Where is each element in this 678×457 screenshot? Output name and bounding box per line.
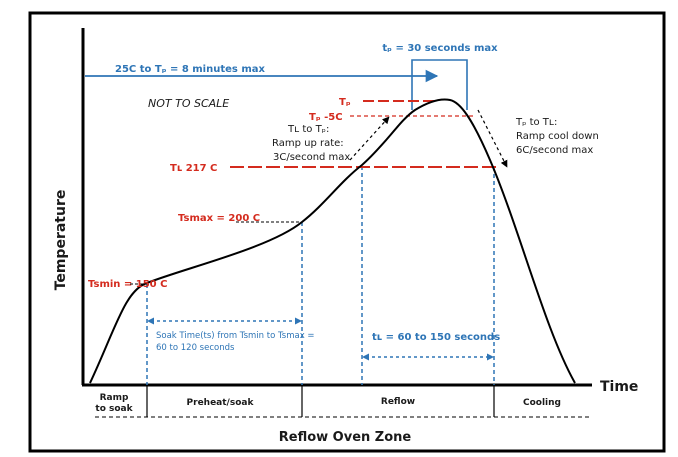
zone-ramp-line1: Ramp [100, 393, 129, 403]
zone-title: Reflow Oven Zone [279, 430, 412, 445]
temperature-profile-curve [89, 98, 576, 384]
x-axis-label: Time [600, 379, 638, 395]
y-axis-label: Temperature [53, 190, 69, 291]
tl-duration-left-arrowhead [362, 353, 369, 361]
ramp-up-arrow [349, 116, 390, 161]
zone-ramp-line2: to soak [95, 404, 133, 414]
cool-note-line3: 6C/second max [516, 145, 593, 156]
zone-preheat: Preheat/soak [187, 398, 255, 408]
soak-time-right-arrowhead [295, 317, 302, 325]
ramp-to-peak-label: 25C to Tₚ = 8 minutes max [115, 64, 266, 75]
tl-label: Tʟ 217 C [170, 163, 217, 174]
ramp-up-note-line1: Tʟ to Tₚ: [287, 124, 329, 135]
zone-cooling: Cooling [523, 398, 561, 408]
tsmax-label: Tsmax = 200 C [178, 213, 260, 224]
ramp-up-note-line2: Ramp up rate: [272, 138, 344, 149]
soak-time-label-line2: 60 to 120 seconds [156, 343, 235, 353]
zone-reflow: Reflow [381, 397, 415, 407]
tl-duration-right-arrowhead [487, 353, 494, 361]
tp-duration-bracket [411, 59, 468, 110]
diagram-frame [28, 11, 666, 453]
soak-time-left-arrowhead [147, 317, 154, 325]
tp-duration-label: tₚ = 30 seconds max [382, 43, 498, 54]
not-to-scale-note: NOT TO SCALE [148, 97, 229, 110]
tl-duration-label: tʟ = 60 to 150 seconds [372, 332, 500, 343]
cool-note-line2: Ramp cool down [516, 131, 599, 142]
cool-note-line1: Tₚ to Tʟ: [515, 117, 557, 128]
ramp-up-note-line3: 3C/second max [273, 152, 350, 163]
soak-time-label-line1: Soak Time(ts) from Tsmin to Tsmax = [156, 331, 315, 341]
tsmin-label: Tsmin = 150 C [88, 279, 167, 290]
ramp-down-arrow [477, 109, 508, 168]
tp-minus-5-label: Tₚ -5C [309, 112, 343, 123]
tp-label: Tₚ [339, 97, 351, 108]
